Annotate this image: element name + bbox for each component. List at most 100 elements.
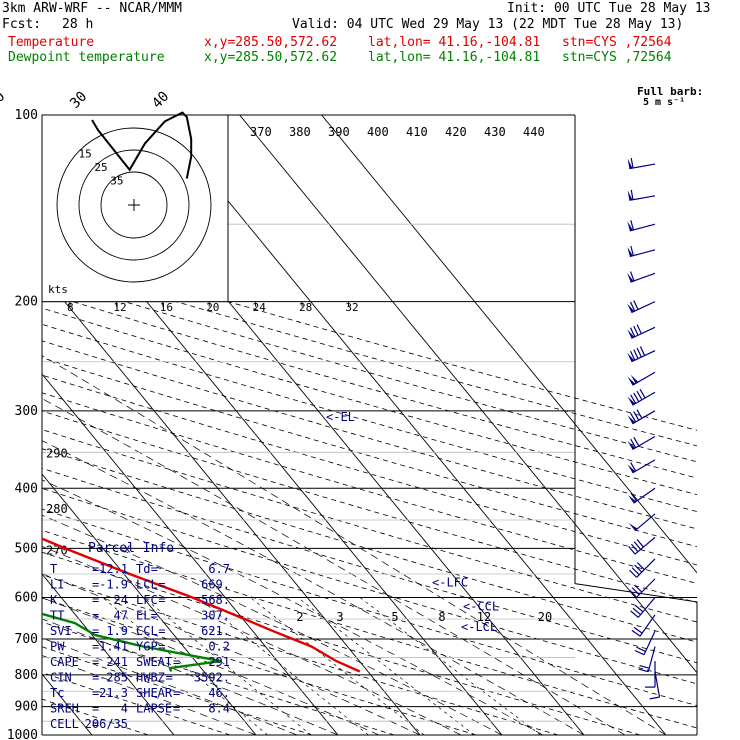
wind-barb-staff [633,487,656,504]
parcel-level-label: <-LCL [461,620,497,634]
wind-barb-feather [629,327,636,338]
wind-barb-staff [632,435,656,450]
theta-label: 440 [523,125,545,139]
wind-barb-pennant [627,303,635,313]
parcel-row-equals: = [173,655,180,669]
wind-barb-feather [632,607,642,616]
moist-adiabat [42,618,339,735]
pressure-tick-label: 500 [15,541,38,556]
pressure-tick-label: 400 [15,481,38,496]
wind-barb-feather [633,325,639,336]
temperature-legend: Temperature [8,35,95,50]
hodo-axis-label: 32 [345,301,358,314]
parcel-row-value: 47 [114,609,128,623]
wind-barb [627,388,656,406]
moist-adiabat [42,398,626,735]
wind-barb [627,487,656,504]
parcel-row-key: SHEAR [136,686,173,700]
hodo-axis-label: 12 [113,301,126,314]
wind-barb [628,536,656,555]
mixing-ratio-line [143,597,312,735]
hodo-axis-units: kts [48,283,68,296]
parcel-row-key: LI [50,578,64,592]
wind-barb-feather [633,411,640,421]
wind-barb [627,300,656,314]
wind-barb-feather [636,562,645,571]
parcel-row-value: 24 [114,593,128,607]
isotherm-line [0,115,10,735]
parcel-row-equals: = [92,593,99,607]
parcel-row-key: LAPSE [136,702,172,716]
wind-barb-staff [630,272,656,283]
hodo-axis-label: 16 [160,301,173,314]
wind-barb-pennant [627,415,636,424]
wind-barb [649,671,661,700]
hodograph-trace [91,111,193,179]
parcel-row-equals: = [173,702,180,716]
parcel-row-value: -1.9 [99,578,128,592]
header: 3km ARW-WRF -- NCAR/MMM Init: 00 UTC Tue… [0,0,740,70]
wind-barb-feather [630,610,639,618]
hodograph-ring [78,149,190,261]
wind-barb [627,158,656,170]
temperature-tick-label: 40 [149,89,172,112]
parcel-row-equals: = [92,578,99,592]
series-layer: <-EL <-LFC <-CCL <-LCL x [42,410,499,673]
wind-barb-pennant [627,376,636,386]
wind-barb-pennant [630,374,639,384]
wind-barb-pennant [627,352,635,362]
wind-barb-staff [629,249,656,258]
wind-barb-pennant [627,190,633,201]
wind-barb-feather [636,390,643,401]
wind-barb-staff [631,350,656,363]
wind-barb-feather [629,350,636,361]
wind-barb-staff [629,163,656,170]
wind-barb [627,409,656,425]
wind-barb-pennant [627,464,636,473]
parcel-row-key: EL [136,609,150,623]
theta-label: 410 [406,125,428,139]
wind-barb-feather [630,189,634,200]
mixing-ratio-line [197,597,369,735]
wind-barb-feather [630,271,635,282]
valid-time: Valid: 04 UTC Wed 29 May 13 (22 MDT Tue … [292,17,684,32]
wind-barb [627,435,656,450]
theta-label-left: 280 [46,502,68,516]
isotherm-line [42,473,257,735]
pressure-tick-label: 700 [15,632,38,647]
pressure-tick-label: 1000 [7,728,38,740]
wind-barb-feather [630,394,637,404]
wind-barb-pennant [628,522,638,531]
parcel-row-key: PW [50,640,65,654]
parcel-row-value: 669. [201,578,230,592]
temperature-tick-label: 20 [0,89,8,112]
theta-label: 400 [367,125,389,139]
isotherm-line [239,115,697,674]
hodograph-ring [56,127,212,283]
wind-barb-staff [636,578,656,598]
wind-barb-feather [631,629,641,637]
parcel-row-value: 291 [208,655,230,669]
wind-barb-staff [629,223,656,232]
wind-barb-feather [639,346,646,356]
wind-barb-feather [630,245,634,256]
wind-barb-pennant [627,329,635,339]
parcel-row-equals: = [92,702,99,716]
parcel-row-value: 206/35 [85,717,128,731]
hodo-axis-label: 20 [206,301,219,314]
wind-barb-feather [634,649,645,656]
wind-barb-feather [636,347,642,358]
init-time: Init: 00 UTC Tue 28 May 13 [507,1,711,16]
parcel-level-label: <-LFC [432,576,468,590]
wind-barb [634,630,656,656]
parcel-row-equals: = [92,640,99,654]
wind-barb-staff [632,391,656,406]
parcel-row-key: SWEAT [136,655,172,669]
wind-barb-feather [636,646,646,652]
hodograph-ring [100,171,168,239]
mixing-ratio-line [359,597,541,735]
temperature-xy: x,y=285.50,572.62 [204,35,338,50]
theta-label: 380 [289,125,311,139]
wind-barb-staff [647,646,656,672]
